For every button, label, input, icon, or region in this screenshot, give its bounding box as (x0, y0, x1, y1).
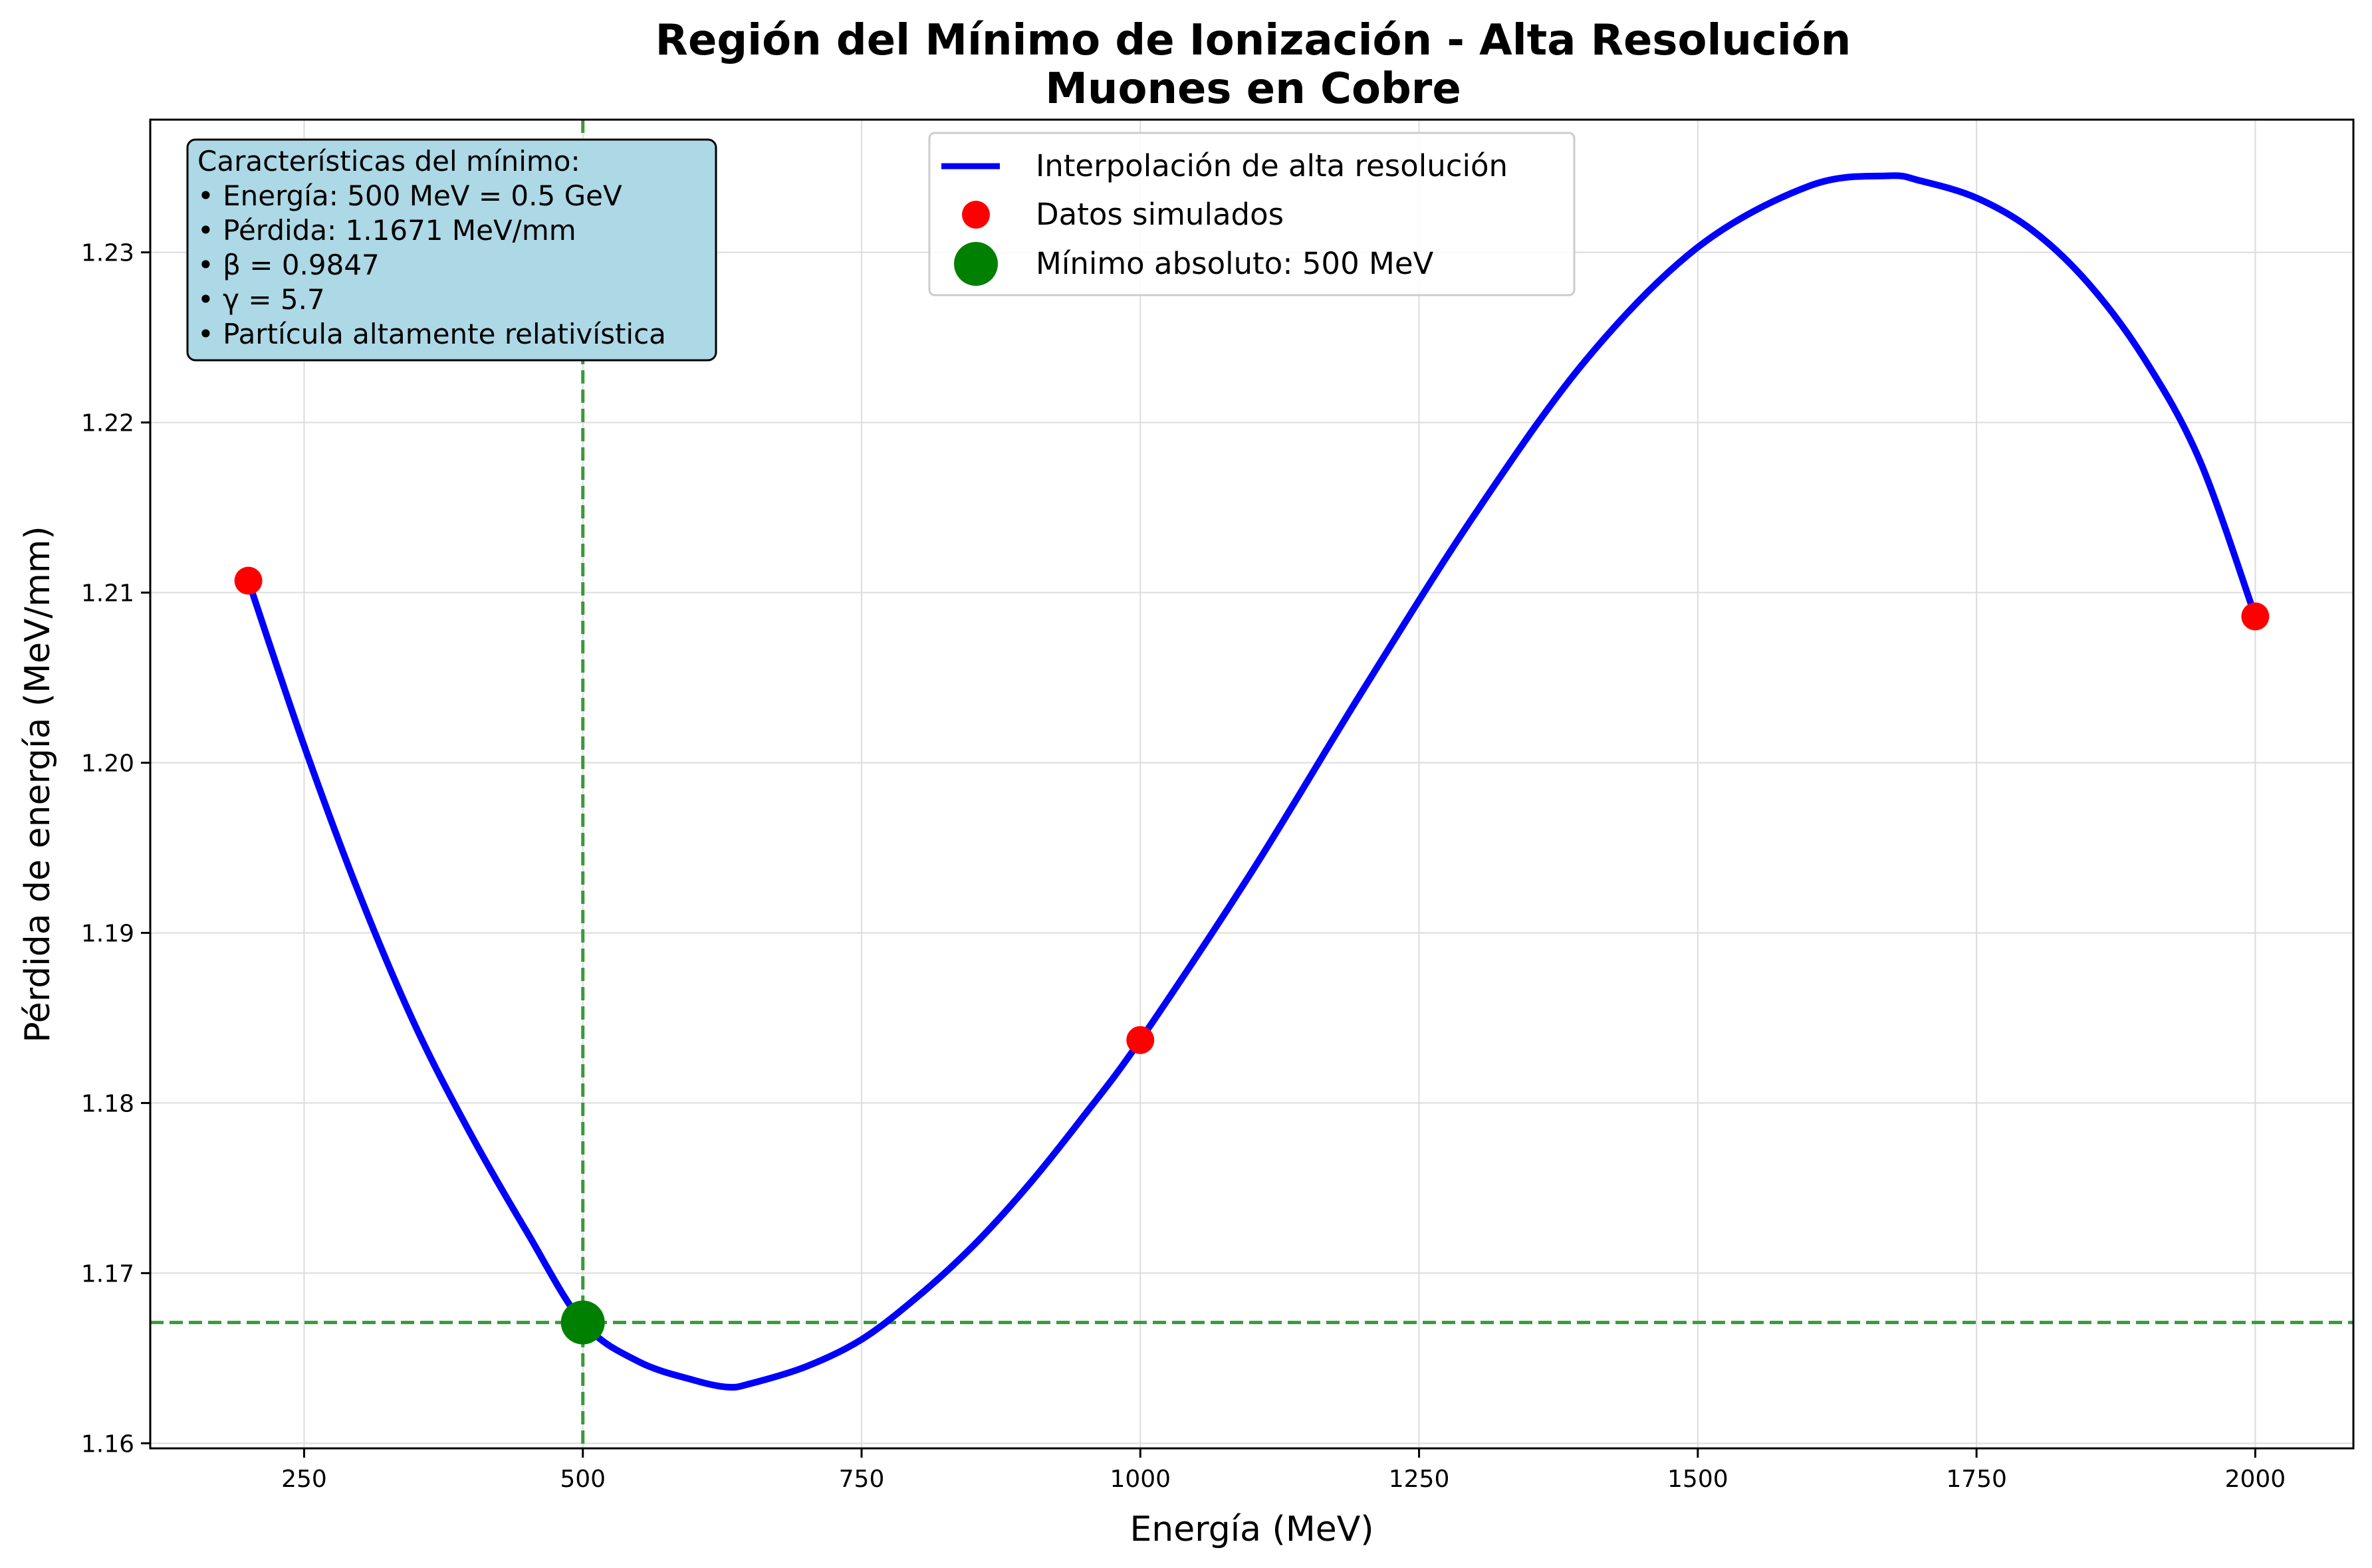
y-tick-label-4: 1.20 (81, 750, 134, 778)
legend-box (928, 132, 1576, 296)
legend-label-minimum: Mínimo absoluto: 500 MeV (1036, 246, 1434, 281)
legend-red-dot-swatch (962, 201, 990, 229)
y-tick-label-3: 1.19 (81, 920, 134, 947)
chart-title: Región del Mínimo de Ionización - Alta R… (655, 16, 1851, 65)
legend-label-simulated: Datos simulados (1036, 197, 1284, 232)
info-box-background (186, 138, 717, 362)
x-tick-label-6: 1750 (1946, 1466, 2007, 1493)
y-tick-label-1: 1.17 (81, 1260, 134, 1288)
info-line-heading: Características del mínimo: (197, 145, 580, 177)
legend-label-interpolation: Interpolación de alta resolución (1036, 148, 1508, 183)
y-tick-label-7: 1.23 (81, 240, 134, 267)
minimum-info-box: Características del mínimo: • Energía: 5… (186, 138, 717, 362)
chart-subtitle: Muones en Cobre (1045, 64, 1461, 114)
legend: Interpolación de alta resolución Datos s… (928, 132, 1576, 296)
grid (150, 120, 2353, 1448)
y-axis-ticks: 1.16 1.17 1.18 1.19 1.20 1.21 1.22 1.23 (81, 240, 150, 1458)
y-tick-label-5: 1.21 (81, 580, 134, 608)
x-tick-label-3: 1000 (1110, 1466, 1171, 1493)
info-line-beta: • β = 0.9847 (197, 249, 380, 281)
y-tick-label-2: 1.18 (81, 1090, 134, 1117)
absolute-minimum-point (560, 1300, 605, 1345)
x-axis-label: Energía (MeV) (1129, 1510, 1373, 1549)
y-tick-label-0: 1.16 (81, 1430, 134, 1458)
legend-green-dot-swatch (954, 242, 998, 286)
x-tick-label-2: 750 (839, 1466, 885, 1493)
x-tick-label-5: 1500 (1667, 1466, 1728, 1493)
simulated-data-point-1 (1126, 1026, 1155, 1054)
data-points (234, 566, 2270, 1345)
info-line-relativistic: • Partícula altamente relativística (197, 318, 666, 350)
y-axis-label: Pérdida de energía (MeV/mm) (18, 526, 58, 1042)
info-line-gamma: • γ = 5.7 (197, 283, 325, 316)
x-tick-label-4: 1250 (1389, 1466, 1450, 1493)
x-tick-label-7: 2000 (2225, 1466, 2286, 1493)
info-line-energy: • Energía: 500 MeV = 0.5 GeV (197, 179, 622, 212)
plot-frame (149, 118, 2355, 1450)
x-tick-label-0: 250 (281, 1466, 327, 1493)
y-tick-label-6: 1.22 (81, 410, 134, 437)
info-line-loss: • Pérdida: 1.1671 MeV/mm (197, 214, 576, 247)
interpolation-curve (245, 172, 2259, 1391)
simulated-data-point-2 (2241, 602, 2270, 631)
simulated-data-point-0 (234, 566, 263, 595)
interpolation-curve-line (245, 172, 2259, 1391)
x-tick-label-1: 500 (560, 1466, 606, 1493)
x-axis-ticks: 250 500 750 1000 1250 1500 1750 2000 (281, 1448, 2286, 1493)
